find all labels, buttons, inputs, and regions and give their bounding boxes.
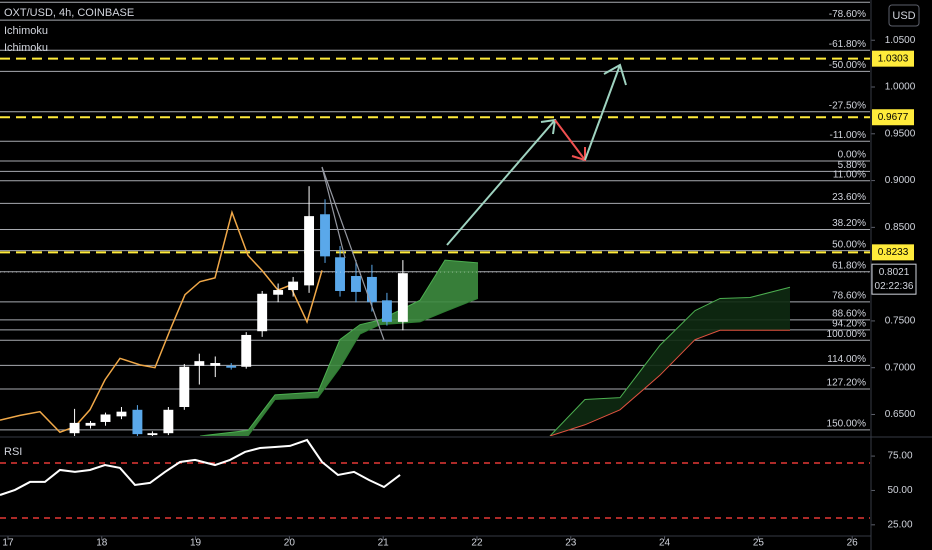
axes: 1.0303 0.9677 0.8233 1.0500 1.0000 0.9500 0.90… [2, 35, 917, 549]
candle-body [210, 363, 221, 366]
y-tick-label: 0.7000 [885, 362, 916, 373]
fib-label: 100.00% [827, 329, 867, 340]
price-line-tag [872, 244, 914, 261]
y-tick-label: 1.0000 [885, 82, 916, 93]
fib-label: 23.60% [832, 192, 866, 203]
x-tick-label: 25 [753, 538, 765, 549]
x-tick-label: 19 [190, 538, 202, 549]
price-line-label: 1.0303 [878, 53, 909, 64]
candle-body [257, 293, 268, 332]
candle-body [335, 257, 345, 291]
x-tick-label: 18 [96, 538, 108, 549]
y-tick-label: 0.9000 [885, 175, 916, 186]
cloud-span-b [199, 297, 479, 436]
candle-body [273, 290, 284, 295]
x-tick-label: 17 [2, 538, 14, 549]
candle-body [116, 411, 127, 417]
fib-label: 5.80% [838, 160, 866, 171]
candle-body [366, 276, 377, 303]
fib-label: 94.20% [832, 319, 866, 330]
cloud-span-a [549, 286, 791, 436]
fib-label: -61.80% [829, 39, 866, 50]
candle-body [147, 433, 158, 436]
x-tick-label: 26 [847, 538, 859, 549]
candle-body [288, 281, 299, 291]
fib-label: 78.60% [832, 291, 866, 302]
candle-body [69, 422, 80, 434]
rsi-pane [0, 438, 870, 519]
projection-arrow [554, 119, 586, 161]
y-tick-label: 25.00 [887, 519, 912, 530]
chart-title: OXT/USD, 4h, COINBASE [4, 7, 134, 19]
fib-label: 11.00% [833, 169, 866, 180]
candle-body [320, 214, 330, 257]
y-tick-label: 0.7500 [885, 316, 916, 327]
fib-label: 88.60% [832, 308, 866, 319]
candle-body [163, 409, 174, 434]
x-tick-label: 21 [378, 538, 390, 549]
currency-button[interactable] [888, 4, 920, 27]
countdown-label: 02:22:36 [875, 281, 914, 292]
fib-label: 0.00% [838, 150, 866, 161]
fib-label: -78.60% [829, 9, 866, 20]
candle-body [304, 216, 315, 286]
projection-arrow [446, 119, 556, 246]
last-price-label: 0.8021 [879, 267, 910, 278]
x-tick-label: 23 [565, 538, 577, 549]
y-tick-label: 1.0500 [885, 35, 916, 46]
candle-body [179, 366, 190, 407]
fib-label: 61.80% [832, 260, 866, 271]
rsi-line [0, 438, 401, 496]
fib-label: 114.00% [827, 354, 866, 365]
cloud-span-a [199, 259, 479, 436]
arrow-head [603, 63, 627, 86]
rsi-title: RSI [4, 446, 22, 458]
x-tick-label: 22 [471, 538, 483, 549]
fib-label: 38.20% [832, 218, 866, 229]
candle-body [351, 276, 361, 292]
drawings [321, 63, 627, 341]
fib-label: 50.00% [832, 239, 866, 250]
candle-body [397, 273, 408, 322]
trend-line [321, 166, 385, 341]
x-tick-label: 24 [659, 538, 671, 549]
ichimoku-cloud [199, 260, 479, 436]
candle-body [132, 409, 143, 435]
fib-label: -88.60% [829, 0, 866, 2]
price-line-label: 0.9677 [878, 112, 909, 123]
indicator-label: Ichimoku [4, 42, 48, 54]
projection-arrow [584, 64, 621, 161]
y-tick-label: 0.6500 [885, 409, 916, 420]
y-tick-label: 50.00 [887, 485, 912, 496]
indicator-label: Ichimoku [4, 25, 48, 37]
fib-label: -50.00% [829, 60, 866, 71]
x-tick-label: 20 [284, 538, 296, 549]
candle-body [85, 422, 96, 426]
last-price-tag [871, 263, 917, 295]
currency-label: USD [892, 10, 915, 22]
candle-body [100, 414, 111, 422]
ichimoku-line [0, 209, 323, 434]
main-pane: -88.60% -78.60% -61.80% -50.00% -27.50% -11.0… [0, 0, 870, 436]
y-tick-label: 75.00 [887, 451, 912, 462]
fib-label: 150.00% [827, 419, 867, 430]
fib-label: -11.00% [829, 130, 866, 141]
fib-label: 127.20% [827, 378, 867, 389]
fib-label: -27.50% [829, 100, 866, 111]
price-line-tag [872, 50, 914, 67]
trend-line [321, 166, 346, 259]
price-line-tag [872, 109, 914, 126]
price-line-label: 0.8233 [878, 247, 909, 258]
y-tick-label: 0.8500 [885, 222, 916, 233]
candle-body [226, 365, 237, 368]
cloud-span-b [549, 329, 790, 436]
ichimoku-cloud [549, 287, 790, 436]
candle-body [381, 300, 392, 322]
candle-body [241, 334, 252, 367]
candle-body [194, 361, 205, 366]
y-tick-label: 0.9500 [885, 128, 916, 139]
